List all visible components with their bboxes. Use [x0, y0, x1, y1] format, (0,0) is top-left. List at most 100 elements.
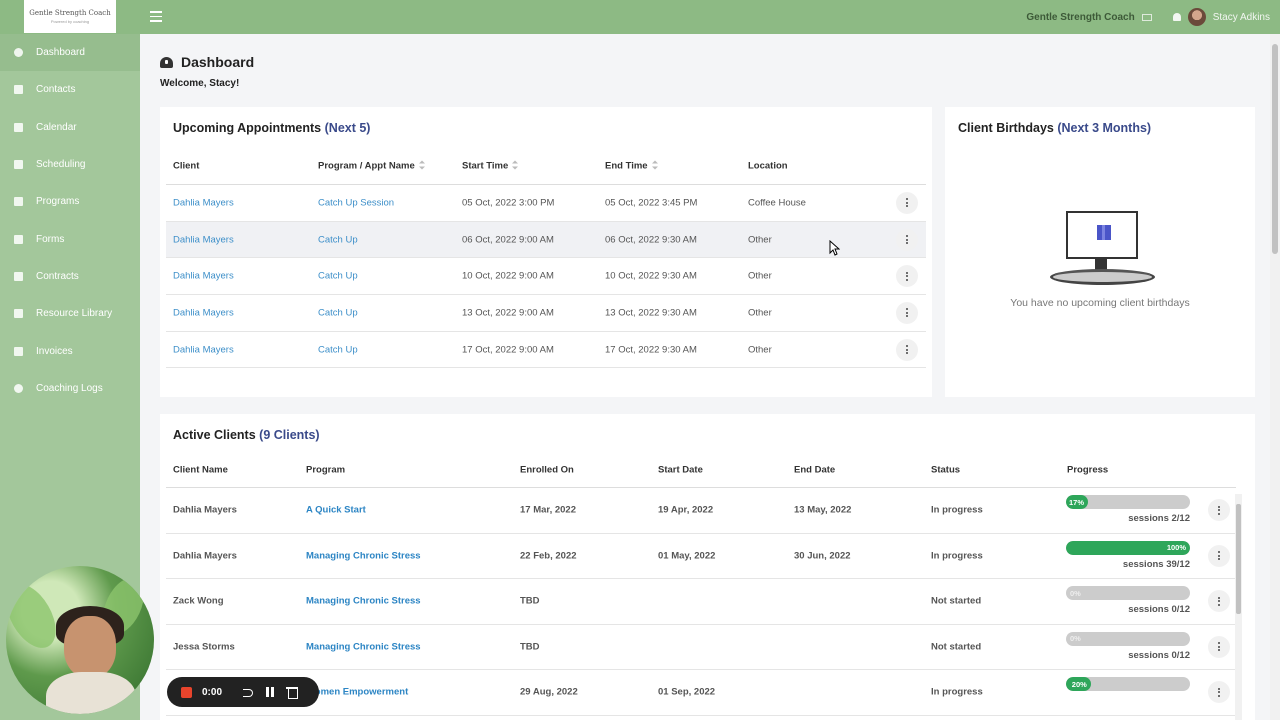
table-row: Dahlia Mayers Catch Up 13 Oct, 2022 9:00… [166, 295, 926, 332]
start-time: 17 Oct, 2022 9:00 AM [462, 344, 554, 356]
end-date: 30 Jun, 2022 [794, 550, 851, 562]
undo-icon[interactable] [242, 686, 254, 698]
start-date: 01 May, 2022 [658, 550, 716, 562]
page-title-text: Dashboard [181, 54, 255, 70]
book-icon [13, 196, 24, 207]
sidebar-item-label: Scheduling [36, 159, 86, 171]
row-menu-icon[interactable] [896, 228, 918, 251]
program-link[interactable]: Managing Chronic Stress [306, 595, 421, 607]
sidebar-item-forms[interactable]: Forms [0, 220, 140, 257]
enrolled-on: TBD [520, 595, 540, 607]
row-menu-icon[interactable] [896, 191, 918, 214]
column-header: Program [306, 464, 346, 475]
end-time: 05 Oct, 2022 3:45 PM [605, 197, 698, 209]
row-menu-icon[interactable] [1208, 681, 1230, 704]
sidebar-item-label: Calendar [36, 121, 77, 133]
client-birthdays-card: Client Birthdays (Next 3 Months) You hav… [945, 107, 1255, 397]
sidebar-item-programs[interactable]: Programs [0, 183, 140, 220]
program-link[interactable]: Women Empowerment [306, 686, 409, 698]
client-link[interactable]: Dahlia Mayers [173, 270, 234, 282]
contacts-icon [13, 84, 24, 95]
card-title: Active Clients (9 Clients) [173, 428, 320, 442]
invoice-icon [13, 346, 24, 357]
page-scrollbar[interactable] [1270, 34, 1280, 720]
user-name[interactable]: Stacy Adkins [1212, 11, 1270, 23]
program-link[interactable]: A Quick Start [306, 504, 366, 516]
client-name: Jessa Storms [173, 641, 235, 653]
clock-icon [13, 383, 24, 394]
table-row: Dahlia Mayers Catch Up Session 05 Oct, 2… [166, 185, 926, 222]
row-menu-icon[interactable] [1208, 544, 1230, 567]
progress-indicator: 0% sessions 0/12 [1066, 586, 1190, 615]
sidebar-item-coaching-logs[interactable]: Coaching Logs [0, 370, 140, 407]
table-row: Dahlia Mayers Catch Up 06 Oct, 2022 9:00… [166, 221, 926, 259]
location: Other [748, 344, 772, 356]
scheduling-icon [13, 159, 24, 170]
empty-state-illustration [1050, 209, 1155, 289]
scrollbar-thumb[interactable] [1272, 44, 1278, 254]
column-header: Progress [1067, 464, 1109, 475]
program-link[interactable]: Catch Up [318, 234, 358, 246]
upcoming-appointments-card: Upcoming Appointments (Next 5) Client Pr… [160, 107, 932, 397]
card-title-suffix: (Next 3 Months) [1057, 121, 1152, 135]
sidebar-item-dashboard[interactable]: Dashboard [0, 34, 140, 72]
program-link[interactable]: Catch Up [318, 344, 358, 356]
user-avatar[interactable] [1187, 8, 1206, 26]
appointments-table: Client Program / Appt Name Start Time En… [166, 147, 926, 369]
row-menu-icon[interactable] [896, 338, 918, 361]
pause-icon[interactable] [264, 686, 276, 698]
sidebar-item-resource-library[interactable]: Resource Library [0, 295, 140, 332]
progress-fill: 20% [1066, 677, 1091, 691]
webcam-bubble[interactable] [6, 566, 154, 714]
envelope-icon[interactable] [1141, 13, 1152, 21]
trash-icon[interactable] [286, 686, 299, 699]
recording-controls: 0:00 [167, 677, 319, 707]
program-link[interactable]: Catch Up Session [318, 197, 395, 209]
scrollbar-thumb[interactable] [1236, 504, 1241, 614]
card-title-text: Client Birthdays [958, 121, 1054, 135]
row-menu-icon[interactable] [1208, 499, 1230, 522]
sidebar-item-scheduling[interactable]: Scheduling [0, 146, 140, 183]
program-link[interactable]: Managing Chronic Stress [306, 550, 421, 562]
sidebar-item-contacts[interactable]: Contacts [0, 71, 140, 108]
column-header-sortable[interactable]: End Time [605, 160, 658, 171]
welcome-message: Welcome, Stacy! [160, 78, 240, 89]
row-menu-icon[interactable] [1208, 635, 1230, 658]
column-header: End Date [794, 464, 836, 475]
row-menu-icon[interactable] [896, 265, 918, 288]
progress-fill: 0% [1070, 634, 1081, 643]
card-title: Client Birthdays (Next 3 Months) [958, 121, 1151, 135]
client-link[interactable]: Dahlia Mayers [173, 197, 234, 209]
client-name: Dahlia Mayers [173, 550, 237, 562]
enrolled-on: TBD [520, 641, 540, 653]
progress-indicator: 100% sessions 39/12 [1066, 540, 1190, 570]
client-link[interactable]: Dahlia Mayers [173, 234, 234, 246]
program-link[interactable]: Managing Chronic Stress [306, 641, 421, 653]
status: In progress [931, 686, 983, 698]
status: In progress [931, 550, 983, 562]
mouse-cursor-icon [829, 240, 840, 256]
bell-icon[interactable] [1172, 13, 1181, 21]
sessions-count: sessions 39/12 [1122, 558, 1190, 570]
program-link[interactable]: Catch Up [318, 270, 358, 282]
client-link[interactable]: Dahlia Mayers [173, 307, 234, 319]
status: In progress [931, 504, 983, 516]
program-link[interactable]: Catch Up [318, 307, 358, 319]
sidebar-item-calendar[interactable]: Calendar [0, 109, 140, 146]
client-link[interactable]: Dahlia Mayers [173, 344, 234, 356]
end-date: 13 May, 2022 [794, 504, 852, 516]
gift-icon [1097, 225, 1111, 240]
row-menu-icon[interactable] [1208, 590, 1230, 613]
end-time: 17 Oct, 2022 9:30 AM [605, 344, 697, 356]
column-header-sortable[interactable]: Start Time [462, 160, 519, 171]
start-date: 19 Apr, 2022 [658, 504, 714, 516]
client-name: Dahlia Mayers [173, 504, 237, 516]
column-header-sortable[interactable]: Program / Appt Name [318, 160, 425, 171]
sidebar-item-invoices[interactable]: Invoices [0, 332, 140, 369]
sidebar-item-contracts[interactable]: Contracts [0, 258, 140, 295]
brand-logo[interactable]: Gentle Strength Coach Powered by coachin… [24, 0, 116, 33]
menu-toggle-icon[interactable] [150, 11, 162, 23]
table-scrollbar[interactable] [1235, 494, 1242, 720]
row-menu-icon[interactable] [896, 301, 918, 324]
stop-recording-icon[interactable] [181, 686, 192, 698]
